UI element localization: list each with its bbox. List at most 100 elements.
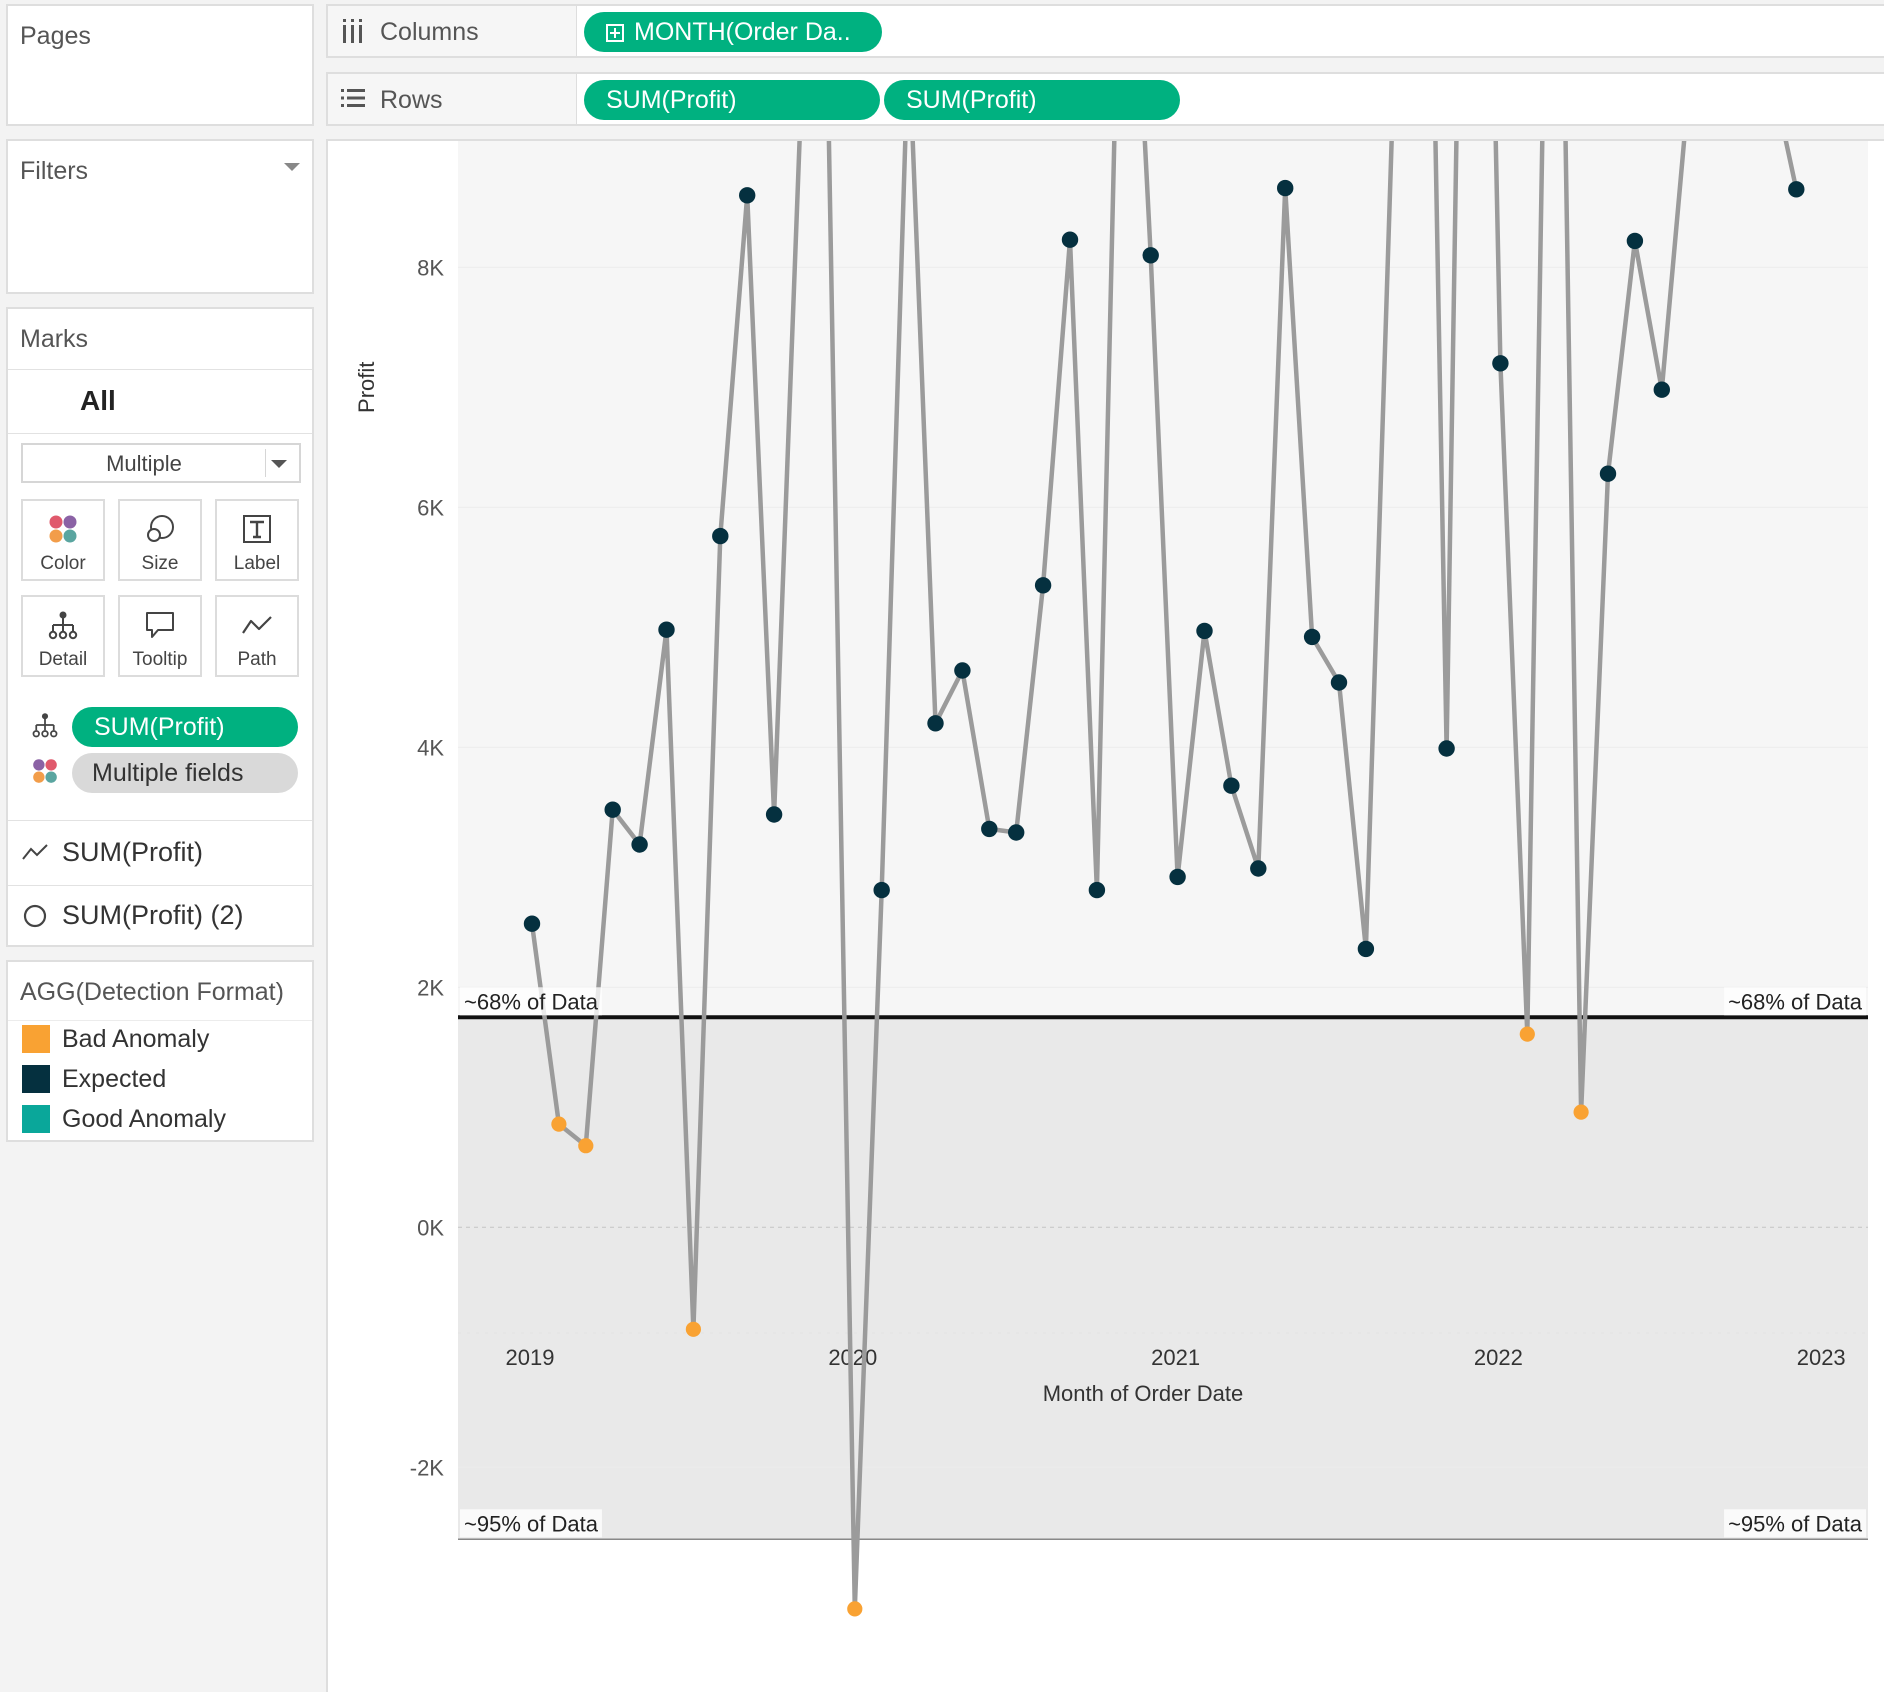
path-icon [242, 616, 272, 634]
data-point [1088, 881, 1106, 899]
data-point [1169, 868, 1186, 886]
legend-item-expected[interactable]: Expected [22, 1064, 166, 1094]
data-point [847, 1601, 863, 1617]
legend-swatch-good-anomaly [22, 1105, 50, 1133]
filters-dropdown-icon[interactable] [284, 163, 300, 173]
filters-title: Filters [20, 157, 89, 185]
legend-label-expected: Expected [62, 1064, 167, 1093]
line-mark-icon [22, 844, 48, 860]
view-area: 18K16K14K12K10K8K6K4K2K0K-2K-4K201920202… [326, 139, 1884, 1692]
month-order-date-pill-label: MONTH(Order Da.. [634, 18, 851, 46]
band-label-bg [1724, 1509, 1866, 1538]
path-tile[interactable]: Path [215, 595, 299, 677]
layer-sum-profit-2[interactable]: SUM(Profit) (2) [8, 886, 312, 946]
tooltip-icon [146, 612, 174, 638]
data-point [954, 662, 971, 679]
color-field-icon [33, 759, 57, 783]
mark-type-value: Multiple [106, 451, 182, 476]
filters-card[interactable]: Filters [6, 139, 314, 294]
x-axis-title: Month of Order Date [1043, 1381, 1244, 1406]
columns-icon [343, 19, 362, 43]
legend-item-good-anomaly[interactable]: Good Anomaly [22, 1104, 226, 1134]
color-legend-card[interactable]: AGG(Detection Format) Bad Anomaly Expect… [6, 960, 314, 1142]
pages-title: Pages [20, 22, 91, 50]
columns-shelf[interactable]: Columns MONTH(Order Da.. [326, 4, 1884, 58]
data-point [873, 881, 890, 899]
rows-shelf[interactable]: Rows SUM(Profit) SUM(Profit) [326, 72, 1884, 126]
x-tick-label: 2019 [506, 1345, 555, 1370]
data-point [578, 1138, 594, 1154]
y-tick-label: -2K [410, 1455, 445, 1480]
data-point [1008, 824, 1025, 841]
band-label-text: ~95% of Data [1728, 1511, 1863, 1536]
band-label-text: ~68% of Data [1728, 989, 1863, 1014]
data-point [551, 1116, 567, 1132]
x-tick-label: 2022 [1474, 1345, 1523, 1370]
chevron-down-icon [271, 460, 287, 468]
detail-tile[interactable]: Detail [21, 595, 105, 677]
data-point [1519, 1026, 1535, 1042]
data-point [1061, 231, 1079, 248]
data-point [1277, 179, 1294, 197]
marks-card: Marks All Multiple Color Size Label Deta… [6, 307, 314, 947]
detail-field-icon [32, 713, 58, 738]
data-point [981, 820, 998, 838]
y-tick-label: 4K [417, 735, 444, 760]
marks-all-tab[interactable]: All [80, 385, 116, 416]
layer-sum-profit-2-label: SUM(Profit) (2) [62, 900, 244, 930]
rows-sum-profit-pill-2[interactable]: SUM(Profit) [884, 80, 1180, 120]
size-tile-label: Size [141, 553, 179, 574]
rows-sum-profit-pill-1[interactable]: SUM(Profit) [584, 80, 880, 120]
color-multiple-fields-pill[interactable]: Multiple fields [72, 753, 298, 793]
legend-label-good-anomaly: Good Anomaly [62, 1104, 226, 1133]
size-tile[interactable]: Size [118, 499, 202, 581]
mark-type-dropdown[interactable]: Multiple [21, 443, 301, 483]
data-point [1250, 860, 1267, 877]
band-label-bg [460, 1509, 602, 1538]
data-point [523, 915, 541, 932]
band-label-lower-68-right: ~68% of Data [1724, 987, 1866, 1016]
data-point [1196, 622, 1213, 640]
data-point [604, 801, 621, 818]
data-point [1653, 381, 1671, 398]
data-point [1573, 1104, 1589, 1120]
profit-line [529, 141, 1799, 1612]
y-tick-label: 6K [417, 495, 444, 520]
label-tile[interactable]: Label [215, 499, 299, 581]
month-order-date-pill[interactable]: MONTH(Order Da.. [584, 12, 882, 52]
data-point [927, 715, 944, 732]
detail-icon [48, 611, 78, 640]
x-tick-label: 2020 [828, 1345, 877, 1370]
y-tick-label: 0K [417, 1215, 444, 1240]
rows-icon [341, 89, 365, 107]
legend-title: AGG(Detection Format) [20, 978, 284, 1006]
path-tile-label: Path [237, 649, 277, 670]
data-point [739, 187, 756, 204]
anomaly-line-chart[interactable]: 18K16K14K12K10K8K6K4K2K0K-2K-4K201920202… [328, 141, 1884, 1690]
color-icon [49, 515, 77, 543]
data-point [1626, 232, 1644, 250]
data-point [1142, 247, 1159, 264]
data-point [1492, 355, 1509, 372]
data-point [1303, 628, 1321, 646]
expand-plus-icon [606, 24, 624, 42]
label-tile-label: Label [233, 553, 281, 574]
columns-label: Columns [380, 18, 479, 46]
legend-swatch-expected [22, 1065, 50, 1093]
legend-swatch-bad-anomaly [22, 1025, 50, 1053]
data-point [712, 527, 729, 545]
x-tick-label: 2021 [1151, 1345, 1200, 1370]
label-icon [243, 515, 271, 543]
data-point [1788, 181, 1805, 198]
band-label-lower-95-right: ~95% of Data [1724, 1509, 1866, 1538]
tooltip-tile[interactable]: Tooltip [118, 595, 202, 677]
detail-profit-pill[interactable]: SUM(Profit) [72, 707, 298, 747]
legend-item-bad-anomaly[interactable]: Bad Anomaly [22, 1024, 209, 1054]
data-point [685, 1321, 701, 1337]
layer-sum-profit[interactable]: SUM(Profit) [8, 821, 312, 885]
band-label-lower-95-left: ~95% of Data [460, 1509, 602, 1538]
color-tile[interactable]: Color [21, 499, 105, 581]
legend-label-bad-anomaly: Bad Anomaly [62, 1024, 210, 1053]
pages-card[interactable]: Pages [6, 4, 314, 126]
detail-tile-label: Detail [38, 649, 88, 670]
